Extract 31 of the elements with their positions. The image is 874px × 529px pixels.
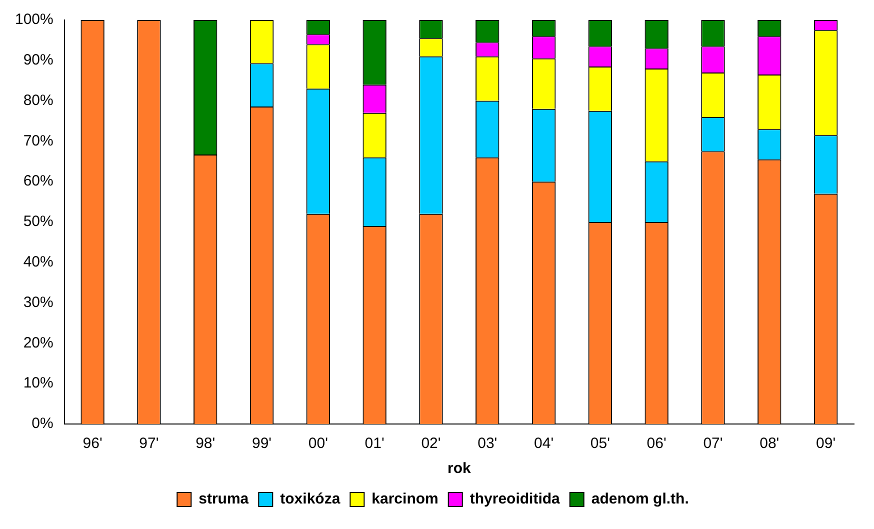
y-tick-label: 30% [23, 294, 54, 311]
legend-label: karcinom [372, 490, 438, 508]
legend-label: struma [198, 490, 250, 508]
y-tick-label: 10% [23, 374, 54, 392]
y-tick-label: 0% [32, 415, 54, 432]
x-tick-label: 05' [590, 435, 610, 452]
y-tick-label: 100% [14, 11, 54, 28]
x-tick-label: 02' [421, 435, 441, 452]
y-tick-label: 80% [23, 92, 54, 109]
y-tick-label: 20% [23, 334, 54, 352]
legend-label: thyreoiditida [470, 490, 561, 508]
x-tick-label: 07' [703, 435, 723, 452]
y-tick-label: 60% [23, 172, 54, 190]
x-tick-label: 08' [760, 435, 780, 452]
x-tick-label: 97' [139, 435, 159, 452]
x-tick-label: 04' [534, 435, 554, 452]
x-tick-label: 01' [364, 435, 384, 452]
legend-label: toxikóza [280, 490, 341, 508]
x-tick-label: 98' [196, 435, 216, 452]
x-tick-label: 06' [646, 435, 666, 452]
x-tick-label: 00' [308, 435, 328, 452]
legend-label: adenom gl.th. [591, 490, 689, 508]
y-tick-label: 50% [23, 213, 54, 230]
y-tick-label: 90% [23, 52, 54, 69]
x-tick-label: 96' [82, 435, 102, 452]
y-tick-label: 70% [23, 132, 54, 150]
x-tick-label: 09' [816, 435, 836, 452]
x-axis-title: rok [448, 460, 472, 478]
y-tick-label: 40% [23, 254, 54, 271]
x-tick-label: 99' [252, 435, 272, 452]
x-tick-label: 03' [478, 435, 498, 452]
